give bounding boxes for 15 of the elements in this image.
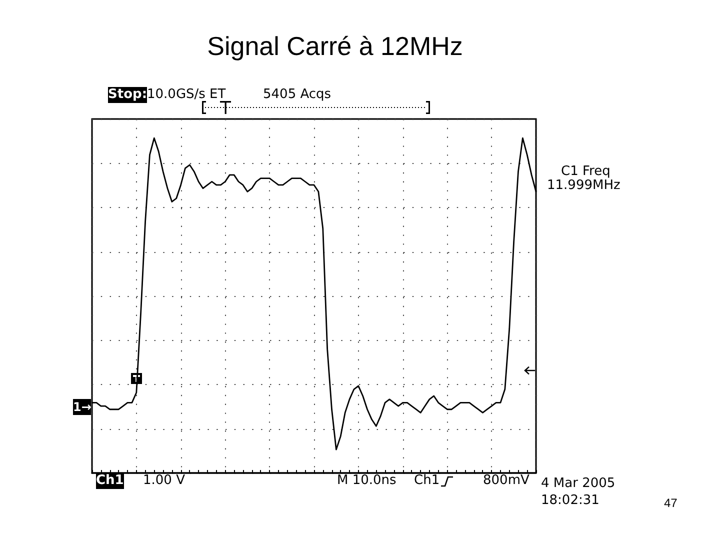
text: 1→	[73, 399, 92, 415]
text: Ch1	[414, 473, 440, 489]
text: 5405 Acqs	[263, 87, 332, 103]
text: M 10.0ns	[337, 473, 396, 489]
text: 47	[664, 495, 678, 511]
text: 10.0GS/s ET	[147, 87, 226, 103]
text: Ch1	[96, 473, 124, 489]
text: 800mV	[483, 473, 530, 489]
text: C1 Freq	[561, 164, 610, 179]
text: Stop:	[108, 87, 148, 103]
text: 18:02:31	[541, 493, 600, 509]
chart-title: Signal Carré à 12MHz	[206, 30, 464, 62]
text: 4 Mar 2005	[541, 476, 616, 492]
text: 11.999MHz	[547, 178, 620, 194]
text: 1.00 V	[143, 473, 185, 489]
